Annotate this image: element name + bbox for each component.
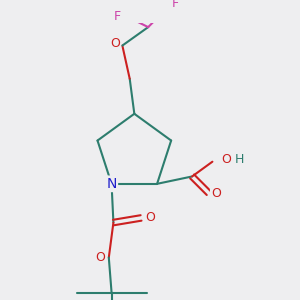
Text: O: O	[146, 212, 155, 224]
Text: O: O	[96, 251, 105, 264]
Text: F: F	[113, 10, 120, 22]
Text: O: O	[211, 187, 221, 200]
Text: O: O	[110, 37, 120, 50]
Text: H: H	[235, 153, 244, 167]
Text: F: F	[172, 0, 179, 10]
Text: N: N	[106, 177, 117, 191]
Text: O: O	[222, 153, 232, 167]
